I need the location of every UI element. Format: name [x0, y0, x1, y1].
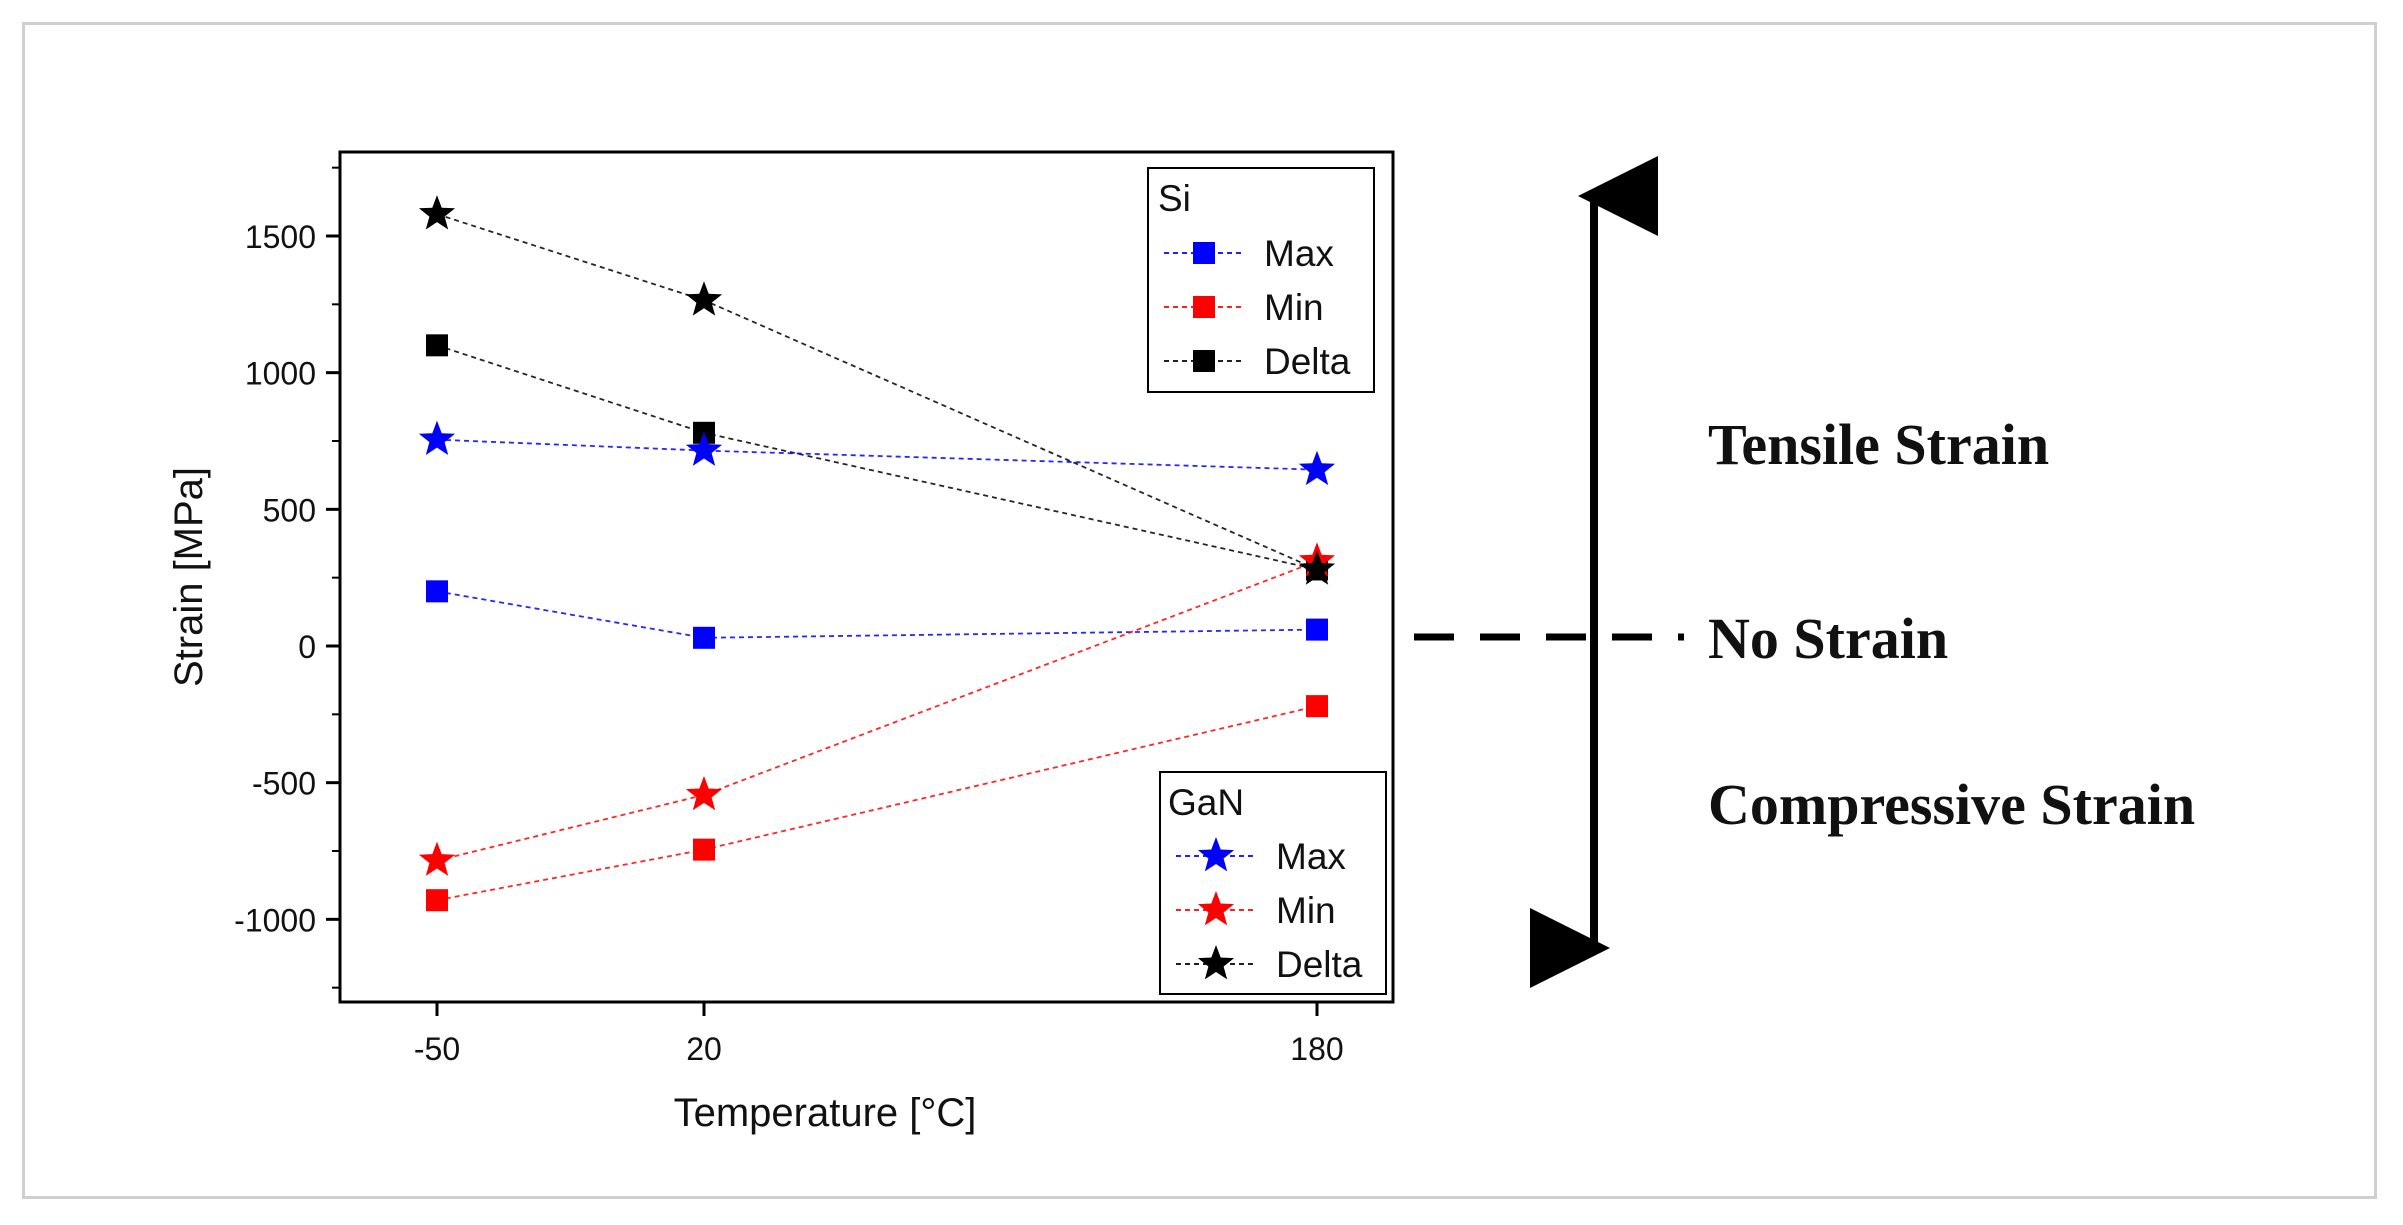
point-gan-min: [685, 776, 723, 811]
point-gan-max: [1298, 450, 1336, 486]
y-tick-label: 500: [263, 492, 316, 528]
legend-marker-max: [1193, 242, 1215, 264]
legend-marker-max: [1197, 837, 1235, 872]
legend-label-min: Min: [1276, 890, 1336, 931]
y-tick-label: 0: [298, 629, 316, 665]
point-si-delta: [426, 334, 448, 357]
y-axis: -1000 -500 0 500 1000 1500: [234, 166, 340, 989]
compressive-strain-label: Compressive Strain: [1708, 772, 2195, 837]
y-tick-label: 1000: [245, 356, 316, 392]
tensile-strain-label: Tensile Strain: [1708, 412, 2049, 477]
x-tick-label: -50: [414, 1031, 460, 1067]
y-axis-label: Strain [MPa]: [167, 467, 211, 687]
figure-frame: [22, 22, 2377, 1199]
x-axis-label: Temperature [°C]: [674, 1091, 977, 1135]
point-gan-delta: [1298, 550, 1336, 585]
legend-label-min: Min: [1264, 287, 1324, 328]
point-si-min: [693, 838, 715, 861]
legend-label-delta: Delta: [1264, 341, 1351, 382]
legend-si: Si Max Min Delta: [1147, 167, 1375, 393]
point-si-min: [1306, 695, 1328, 718]
point-gan-max: [685, 431, 723, 466]
legend-marker-min: [1197, 891, 1235, 926]
legend-marker-delta: [1197, 945, 1235, 980]
x-axis: -50 20 180: [414, 1002, 1344, 1067]
legend-label-max: Max: [1276, 836, 1346, 877]
legend-label-delta: Delta: [1276, 944, 1363, 985]
legend-marker-min: [1193, 296, 1215, 318]
point-gan-max: [418, 420, 456, 455]
y-tick-label: 1500: [245, 219, 316, 255]
x-tick-label: 180: [1290, 1031, 1343, 1067]
point-si-min: [426, 889, 448, 912]
x-tick-label: 20: [686, 1031, 722, 1067]
point-gan-min: [418, 841, 456, 876]
line-gan-max: [436, 438, 1318, 471]
legend-marker-delta: [1193, 350, 1215, 372]
legend-gan: GaN Max Min Delta: [1159, 771, 1387, 995]
y-tick-label: -1000: [234, 902, 316, 938]
legend-si-title: Si: [1158, 178, 1191, 219]
legend-si-box: [1147, 167, 1375, 393]
y-tick-label: -500: [252, 766, 316, 802]
legend-gan-title: GaN: [1168, 782, 1244, 823]
point-gan-delta: [418, 195, 456, 230]
point-gan-delta: [685, 281, 723, 316]
legend-label-max: Max: [1264, 233, 1334, 274]
legend-gan-box: [1159, 771, 1387, 995]
no-strain-label: No Strain: [1708, 606, 1948, 671]
series-marks: [418, 195, 1336, 912]
point-si-max: [693, 626, 715, 649]
point-si-max: [1306, 618, 1328, 641]
point-si-max: [426, 580, 448, 603]
